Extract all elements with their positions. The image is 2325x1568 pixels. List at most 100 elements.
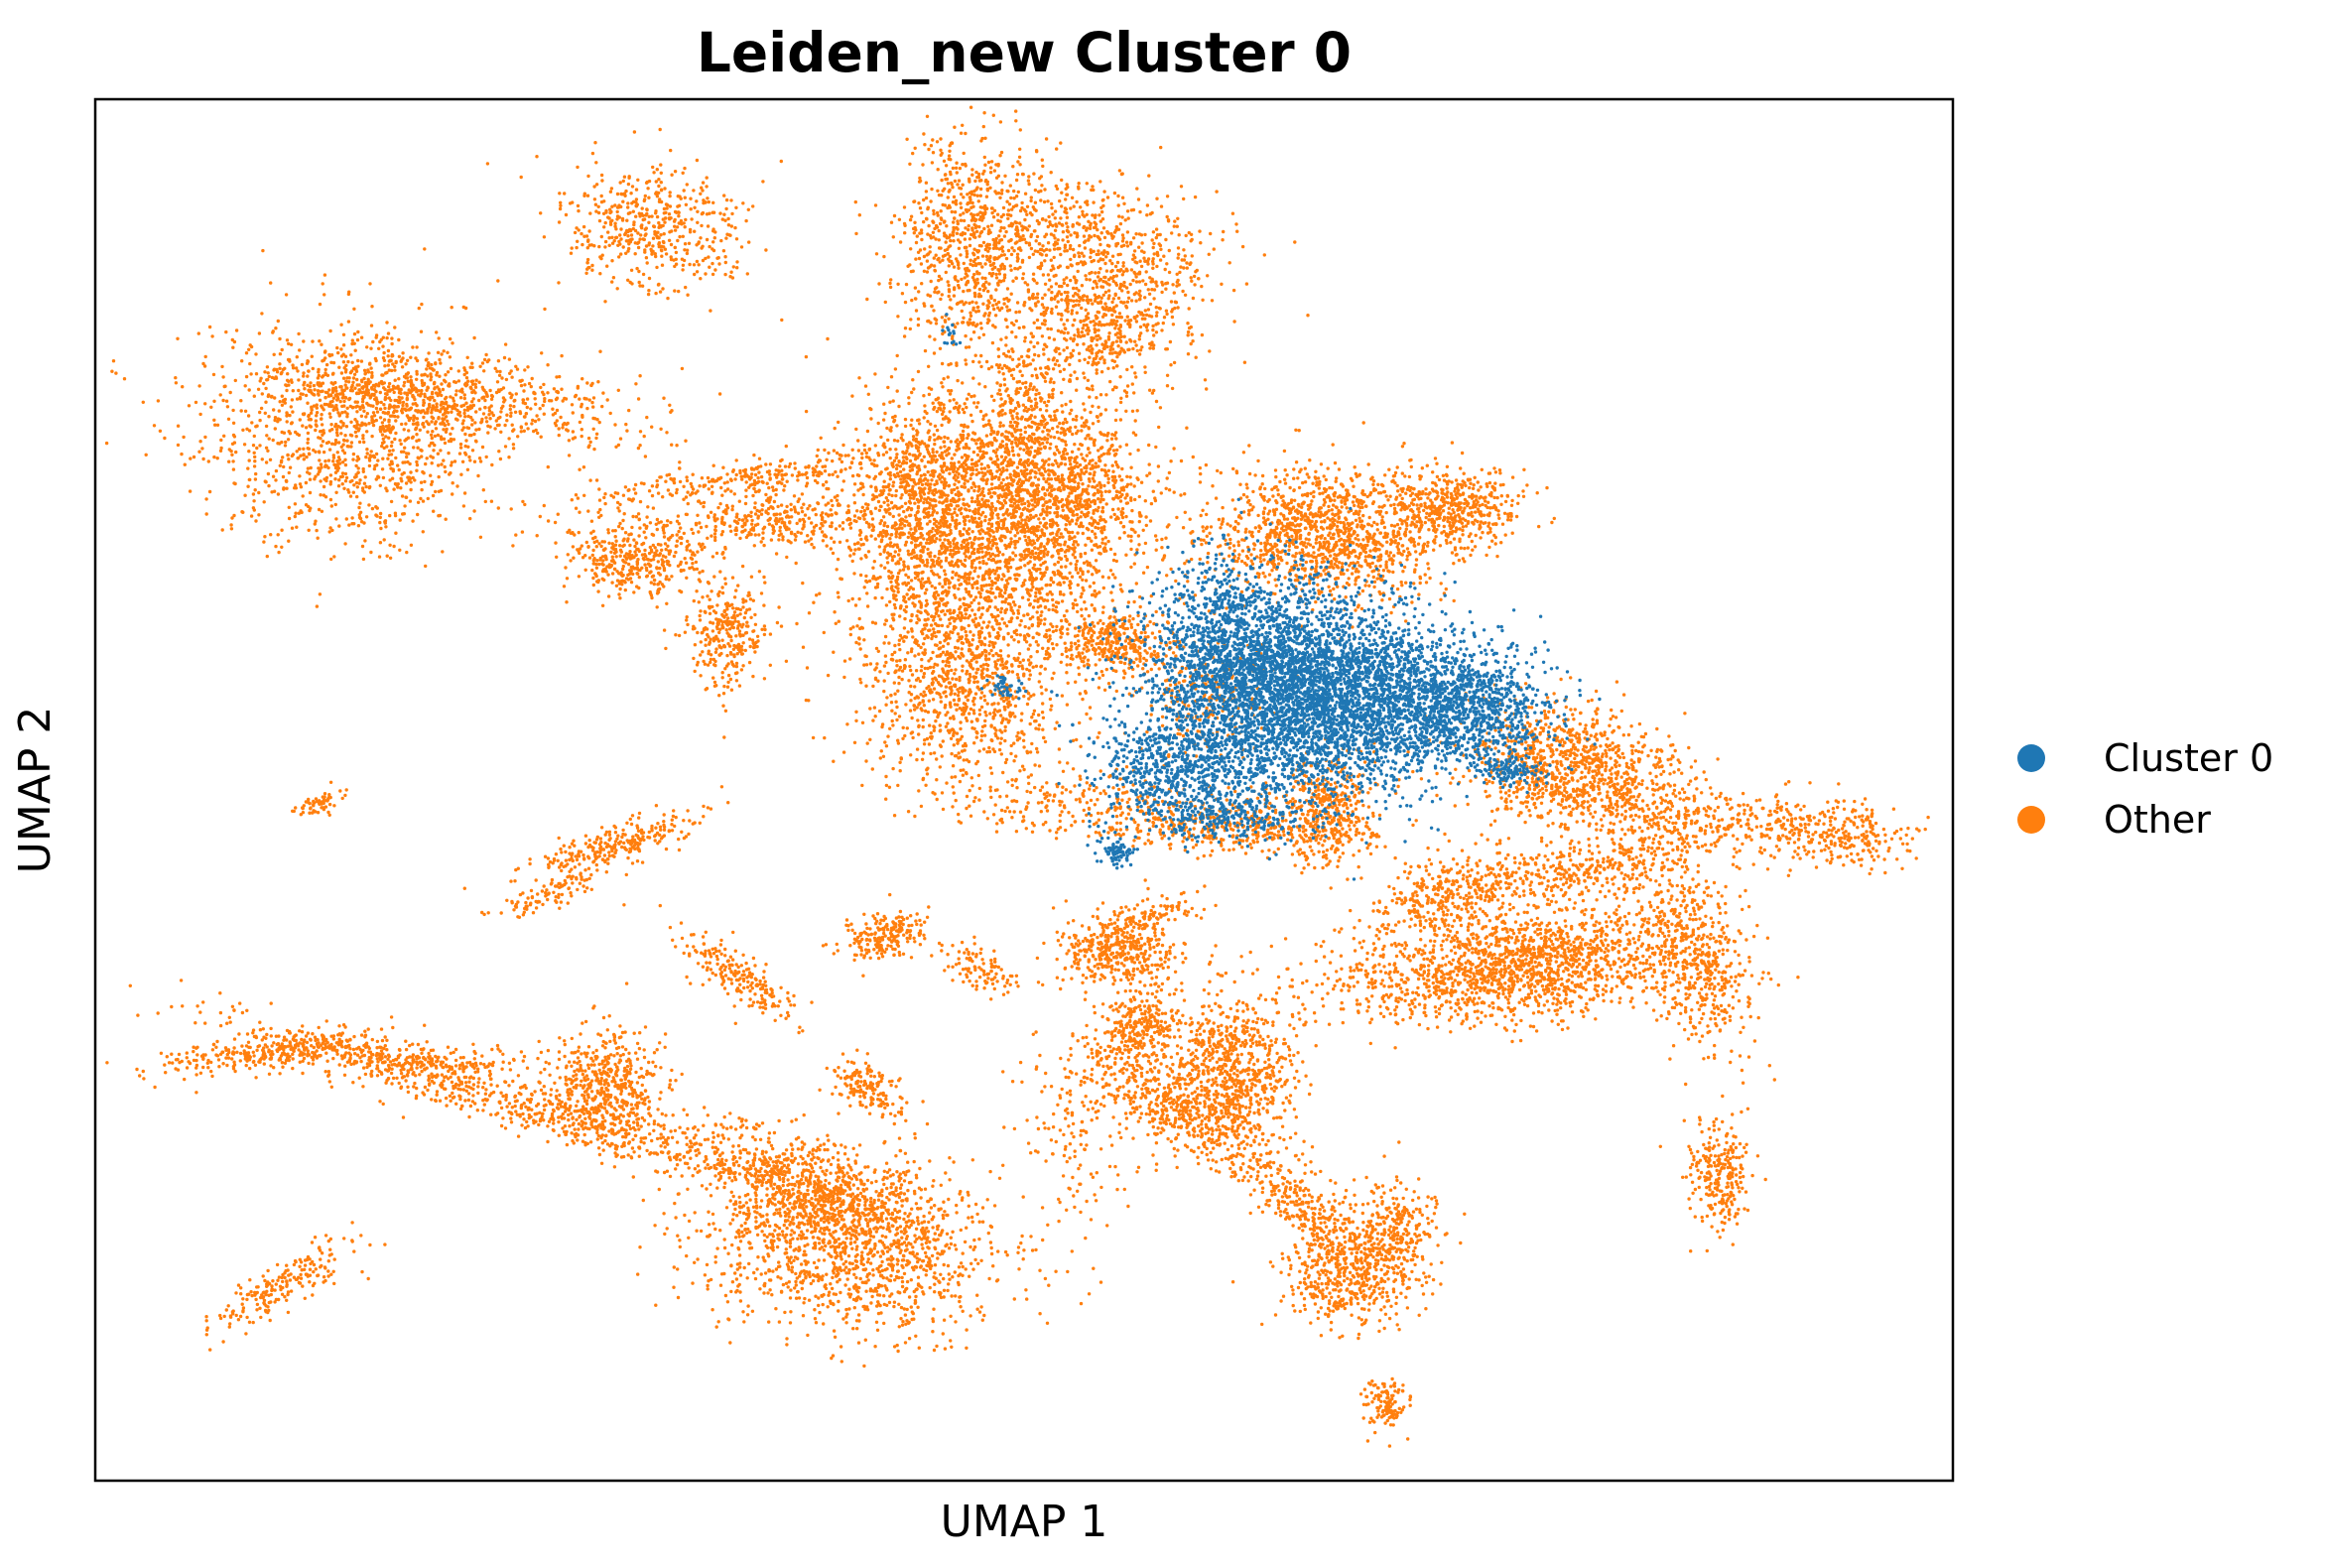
scatter-point xyxy=(360,386,363,389)
scatter-point xyxy=(1138,290,1141,293)
scatter-point xyxy=(412,419,415,422)
scatter-point xyxy=(452,481,454,484)
scatter-point xyxy=(258,331,261,334)
scatter-point xyxy=(1027,179,1030,182)
scatter-point xyxy=(260,312,263,315)
scatter-point xyxy=(485,456,488,458)
scatter-point xyxy=(230,516,233,519)
scatter-point xyxy=(468,517,471,520)
scatter-point xyxy=(1103,347,1106,350)
scatter-point xyxy=(935,286,938,289)
scatter-point xyxy=(632,227,635,230)
scatter-point xyxy=(267,472,270,475)
scatter-point xyxy=(1109,270,1112,273)
scatter-point xyxy=(1060,293,1063,296)
scatter-point xyxy=(377,347,380,350)
scatter-point xyxy=(1016,257,1019,260)
scatter-point xyxy=(1135,187,1138,190)
scatter-point xyxy=(983,137,986,140)
scatter-point xyxy=(964,559,967,562)
scatter-point xyxy=(368,458,371,461)
scatter-point xyxy=(1114,294,1117,297)
scatter-point xyxy=(337,466,340,469)
scatter-point xyxy=(231,346,234,349)
scatter-point xyxy=(1030,196,1033,198)
scatter-point xyxy=(1184,294,1187,297)
scatter-point xyxy=(379,527,382,530)
scatter-point xyxy=(966,193,969,196)
scatter-point xyxy=(995,448,998,451)
scatter-point xyxy=(1057,329,1060,332)
scatter-point xyxy=(430,420,433,423)
scatter-point xyxy=(591,417,594,420)
scatter-point xyxy=(945,224,948,227)
scatter-point xyxy=(937,168,940,171)
scatter-point xyxy=(344,380,347,383)
scatter-point xyxy=(1107,289,1110,292)
scatter-point xyxy=(1095,357,1098,360)
scatter-point xyxy=(683,189,686,192)
scatter-point xyxy=(176,337,179,340)
scatter-point xyxy=(431,480,434,483)
scatter-point xyxy=(1152,346,1155,349)
scatter-point xyxy=(1015,179,1018,182)
scatter-point xyxy=(1124,515,1127,518)
scatter-point xyxy=(1137,246,1140,249)
scatter-point xyxy=(947,245,950,248)
scatter-point xyxy=(684,218,687,221)
scatter-point xyxy=(995,276,998,279)
scatter-point xyxy=(642,237,645,240)
scatter-point xyxy=(318,451,321,454)
scatter-point xyxy=(303,381,306,384)
scatter-point xyxy=(586,246,589,249)
scatter-point xyxy=(878,509,881,512)
scatter-point xyxy=(1177,256,1180,259)
scatter-point xyxy=(504,445,507,448)
scatter-point xyxy=(330,443,333,446)
scatter-point xyxy=(974,325,977,327)
scatter-point xyxy=(1022,614,1025,617)
scatter-point xyxy=(1095,317,1098,320)
scatter-point xyxy=(894,367,897,370)
scatter-point xyxy=(988,260,991,263)
scatter-point xyxy=(652,237,655,240)
scatter-point xyxy=(582,225,585,228)
scatter-point xyxy=(357,466,360,469)
scatter-point xyxy=(987,232,990,235)
scatter-point xyxy=(982,227,985,230)
scatter-point xyxy=(1005,200,1008,203)
scatter-point xyxy=(1041,165,1044,168)
scatter-point xyxy=(934,237,937,240)
scatter-point xyxy=(421,379,424,382)
scatter-point xyxy=(437,463,440,466)
scatter-point xyxy=(1064,291,1067,294)
scatter-point xyxy=(289,432,292,435)
scatter-point xyxy=(604,210,607,213)
scatter-point xyxy=(383,520,386,523)
scatter-point xyxy=(970,420,973,423)
scatter-point xyxy=(356,485,359,488)
scatter-point xyxy=(571,403,574,406)
scatter-point xyxy=(345,425,348,428)
scatter-point xyxy=(1102,313,1105,316)
scatter-point xyxy=(1133,371,1136,374)
scatter-point xyxy=(663,207,666,210)
scatter-point xyxy=(240,409,243,412)
scatter-point xyxy=(1018,221,1021,224)
scatter-point xyxy=(465,376,468,379)
scatter-point xyxy=(1092,320,1095,323)
scatter-point xyxy=(1110,359,1113,362)
scatter-point xyxy=(488,409,491,412)
scatter-point xyxy=(922,132,925,135)
scatter-point xyxy=(1021,277,1024,280)
scatter-point xyxy=(317,376,320,379)
scatter-point xyxy=(351,406,354,409)
scatter-point xyxy=(387,349,390,352)
scatter-point xyxy=(1067,240,1070,243)
scatter-point xyxy=(1190,239,1193,242)
scatter-point xyxy=(277,533,280,536)
scatter-point xyxy=(335,431,338,434)
scatter-point xyxy=(1098,570,1100,573)
scatter-point xyxy=(374,513,377,516)
scatter-point xyxy=(427,422,430,425)
